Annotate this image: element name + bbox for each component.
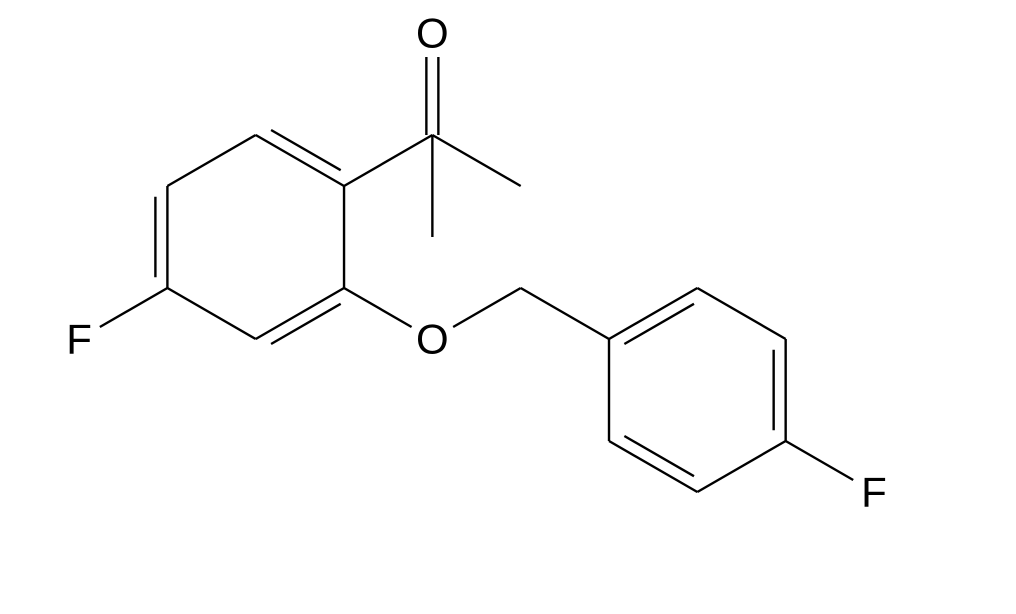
bond-line (344, 135, 432, 186)
atom-label-f: F (861, 469, 887, 516)
bond-line (453, 288, 521, 327)
bond-line (432, 135, 520, 186)
bond-line (609, 441, 697, 492)
bond-line (100, 288, 168, 327)
bond-line (609, 288, 697, 339)
bond-line (521, 288, 609, 339)
bond-line (344, 288, 412, 327)
molecule-diagram: O F O F (0, 0, 1016, 614)
atom-label-f: F (66, 316, 92, 363)
atom-label-o: O (416, 10, 449, 57)
bond-line (167, 288, 255, 339)
bond-line (786, 441, 854, 480)
bond-line (697, 288, 785, 339)
bond-line (256, 288, 344, 339)
bond-line (256, 135, 344, 186)
bond-line (167, 135, 255, 186)
atom-label-o: O (416, 316, 449, 363)
bond-line (697, 441, 785, 492)
